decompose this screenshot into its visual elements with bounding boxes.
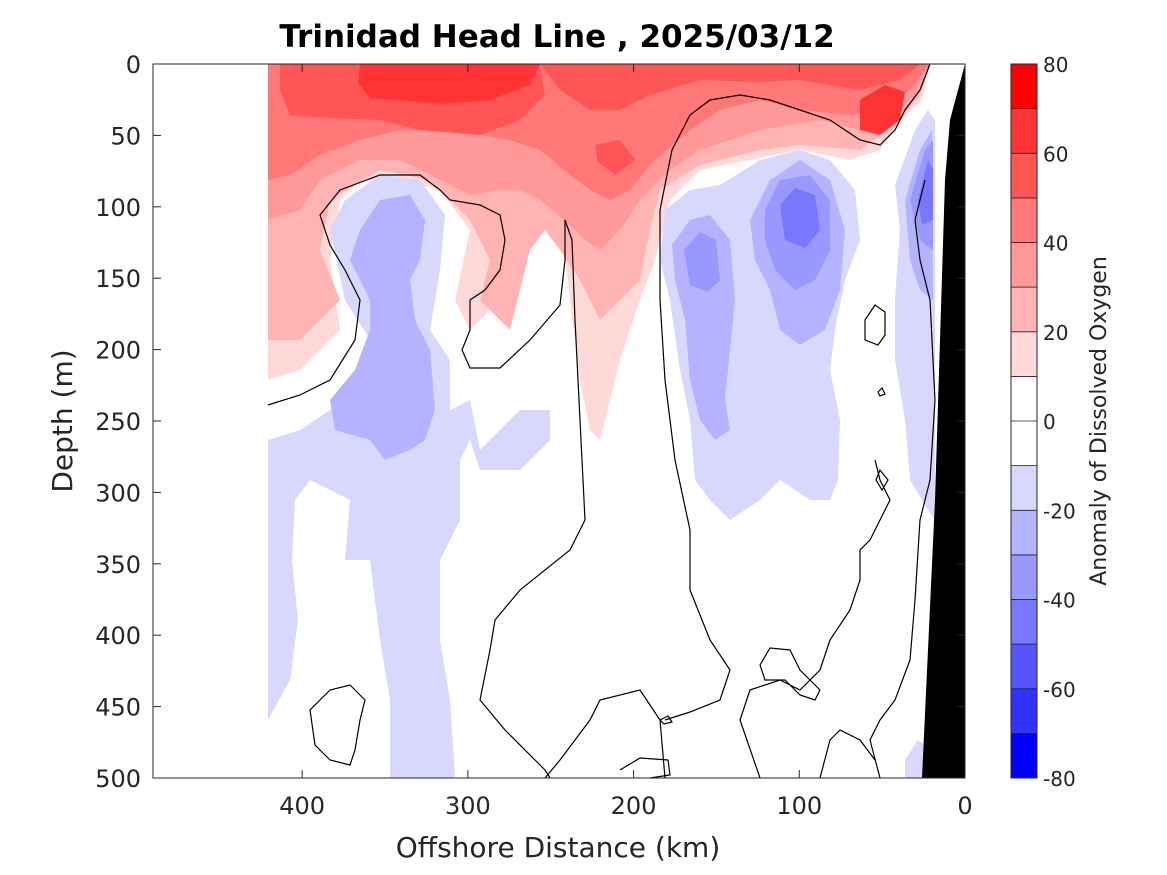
colorbar-swatch [1010, 465, 1038, 511]
colorbar-tick-label: -40 [1043, 589, 1076, 613]
colorbar-swatch [1010, 152, 1038, 199]
colorbar-swatch [1010, 688, 1038, 734]
colorbar-swatch [1010, 63, 1038, 110]
y-tick-label: 0 [126, 51, 141, 79]
zero-contour-line [877, 386, 886, 397]
x-axis-label: Offshore Distance (km) [396, 831, 721, 864]
bathymetry-seafloor [922, 64, 965, 778]
zero-contour-line [739, 459, 891, 778]
y-tick-label: 200 [95, 337, 141, 365]
colorbar-swatch [1010, 599, 1038, 645]
chart-title: Trinidad Head Line , 2025/03/12 [279, 19, 834, 55]
colorbar-label: Anomaly of Dissolved Oxygen [1087, 256, 1112, 586]
y-tick-label: 50 [110, 122, 141, 150]
colorbar-swatch [1010, 509, 1038, 556]
x-tick-label: 0 [957, 792, 972, 820]
colorbar-tick-label: 60 [1043, 142, 1068, 166]
y-tick-label: 150 [95, 265, 141, 293]
x-tick-label: 300 [445, 792, 491, 820]
colorbar-swatch [1010, 331, 1038, 377]
y-tick-label: 500 [95, 765, 141, 793]
anomaly-field [268, 64, 935, 778]
zero-contour-line [875, 468, 889, 492]
zero-contour-line [864, 304, 886, 346]
y-tick-label: 250 [95, 408, 141, 436]
colorbar: 80 60 40 20 0 -20 -40 -60 -80 [1010, 53, 1076, 791]
colorbar-tick-label: 80 [1043, 53, 1068, 77]
colorbar-tick-label: 40 [1043, 232, 1068, 256]
zero-contour-line [759, 647, 821, 701]
colorbar-swatch [1010, 108, 1038, 154]
y-tick-label: 450 [95, 694, 141, 722]
colorbar-swatch [1010, 242, 1038, 288]
colorbar-swatch [1010, 286, 1038, 333]
colorbar-tick-label: 0 [1043, 410, 1056, 434]
zero-contour-line [869, 179, 936, 778]
zero-contour-line [267, 174, 586, 778]
y-tick-label: 350 [95, 551, 141, 579]
zero-contour-line [819, 729, 876, 778]
x-tick-label: 400 [279, 792, 325, 820]
zero-contour-line [658, 715, 673, 725]
colorbar-swatch [1010, 732, 1038, 779]
axes: 400 300 200 100 0 0 50 100 150 200 250 300 350 400 450… [95, 51, 972, 820]
colorbar-tick-label: -60 [1043, 678, 1076, 702]
zero-contour-lines [267, 64, 936, 778]
y-axis-label: Depth (m) [46, 349, 79, 492]
colorbar-tick-label: -80 [1043, 767, 1076, 791]
zero-contour-line [659, 64, 931, 721]
y-tick-label: 100 [95, 194, 141, 222]
zero-contour-line [619, 757, 671, 778]
x-tick-label: 100 [776, 792, 822, 820]
x-tick-label: 200 [611, 792, 657, 820]
colorbar-swatch [1010, 643, 1038, 690]
y-tick-label: 400 [95, 622, 141, 650]
zero-contour-line [309, 684, 366, 766]
colorbar-swatch [1010, 197, 1038, 243]
anomaly-band-positive-60 [358, 64, 905, 135]
y-tick-label: 300 [95, 479, 141, 507]
plot-area [153, 64, 965, 778]
anomaly-band-negative-40 [780, 160, 933, 248]
colorbar-tick-label: -20 [1043, 499, 1076, 523]
colorbar-tick-label: 20 [1043, 321, 1068, 345]
colorbar-swatch [1010, 554, 1038, 600]
